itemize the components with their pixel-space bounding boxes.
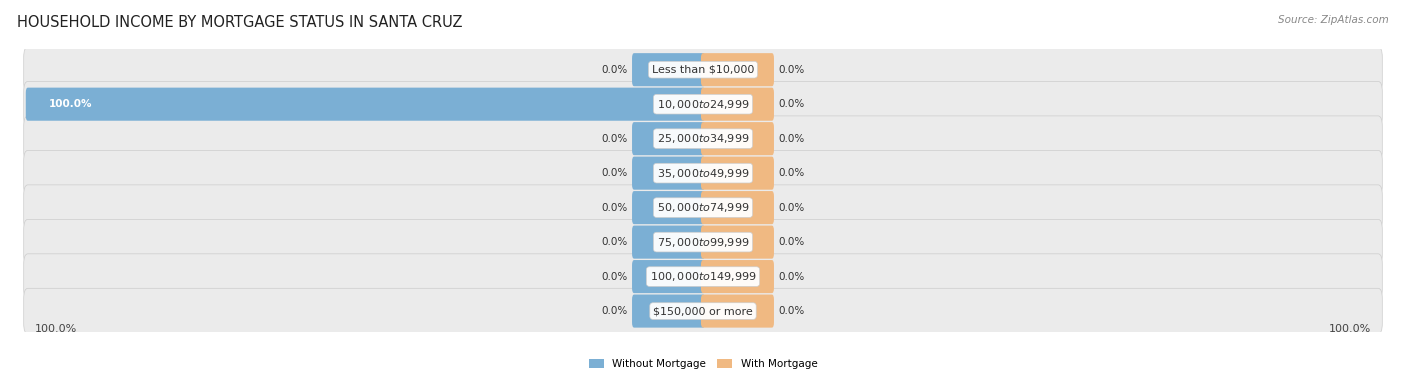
FancyBboxPatch shape xyxy=(24,288,1382,334)
FancyBboxPatch shape xyxy=(702,260,773,293)
Text: 0.0%: 0.0% xyxy=(779,65,806,75)
Text: 0.0%: 0.0% xyxy=(779,134,806,144)
Text: $150,000 or more: $150,000 or more xyxy=(654,306,752,316)
FancyBboxPatch shape xyxy=(633,53,704,86)
Text: $75,000 to $99,999: $75,000 to $99,999 xyxy=(657,236,749,248)
FancyBboxPatch shape xyxy=(24,254,1382,299)
Text: 0.0%: 0.0% xyxy=(600,168,627,178)
Text: $100,000 to $149,999: $100,000 to $149,999 xyxy=(650,270,756,283)
FancyBboxPatch shape xyxy=(702,53,773,86)
Text: HOUSEHOLD INCOME BY MORTGAGE STATUS IN SANTA CRUZ: HOUSEHOLD INCOME BY MORTGAGE STATUS IN S… xyxy=(17,15,463,30)
FancyBboxPatch shape xyxy=(24,185,1382,230)
Text: 0.0%: 0.0% xyxy=(600,237,627,247)
Text: 0.0%: 0.0% xyxy=(600,271,627,282)
FancyBboxPatch shape xyxy=(633,225,704,259)
FancyBboxPatch shape xyxy=(702,87,773,121)
Text: $50,000 to $74,999: $50,000 to $74,999 xyxy=(657,201,749,214)
Text: 0.0%: 0.0% xyxy=(779,306,806,316)
FancyBboxPatch shape xyxy=(633,122,704,155)
Text: Less than $10,000: Less than $10,000 xyxy=(652,65,754,75)
FancyBboxPatch shape xyxy=(24,219,1382,265)
FancyBboxPatch shape xyxy=(702,156,773,190)
Legend: Without Mortgage, With Mortgage: Without Mortgage, With Mortgage xyxy=(589,359,817,369)
Text: 0.0%: 0.0% xyxy=(779,202,806,213)
FancyBboxPatch shape xyxy=(633,260,704,293)
FancyBboxPatch shape xyxy=(702,122,773,155)
Text: 0.0%: 0.0% xyxy=(779,168,806,178)
Text: 0.0%: 0.0% xyxy=(779,237,806,247)
Text: 100.0%: 100.0% xyxy=(35,324,77,334)
Text: 0.0%: 0.0% xyxy=(600,65,627,75)
FancyBboxPatch shape xyxy=(633,294,704,328)
Text: Source: ZipAtlas.com: Source: ZipAtlas.com xyxy=(1278,15,1389,25)
Text: 0.0%: 0.0% xyxy=(600,202,627,213)
FancyBboxPatch shape xyxy=(702,294,773,328)
Text: $35,000 to $49,999: $35,000 to $49,999 xyxy=(657,167,749,180)
Text: 0.0%: 0.0% xyxy=(779,271,806,282)
FancyBboxPatch shape xyxy=(702,191,773,224)
Text: 100.0%: 100.0% xyxy=(1329,324,1371,334)
Text: 100.0%: 100.0% xyxy=(48,99,91,109)
Text: $25,000 to $34,999: $25,000 to $34,999 xyxy=(657,132,749,145)
Text: 0.0%: 0.0% xyxy=(600,306,627,316)
Text: 0.0%: 0.0% xyxy=(600,134,627,144)
FancyBboxPatch shape xyxy=(24,47,1382,92)
FancyBboxPatch shape xyxy=(633,191,704,224)
FancyBboxPatch shape xyxy=(24,116,1382,161)
FancyBboxPatch shape xyxy=(25,87,704,121)
FancyBboxPatch shape xyxy=(702,225,773,259)
Text: $10,000 to $24,999: $10,000 to $24,999 xyxy=(657,98,749,111)
FancyBboxPatch shape xyxy=(24,81,1382,127)
Text: 0.0%: 0.0% xyxy=(779,99,806,109)
FancyBboxPatch shape xyxy=(633,156,704,190)
FancyBboxPatch shape xyxy=(24,150,1382,196)
